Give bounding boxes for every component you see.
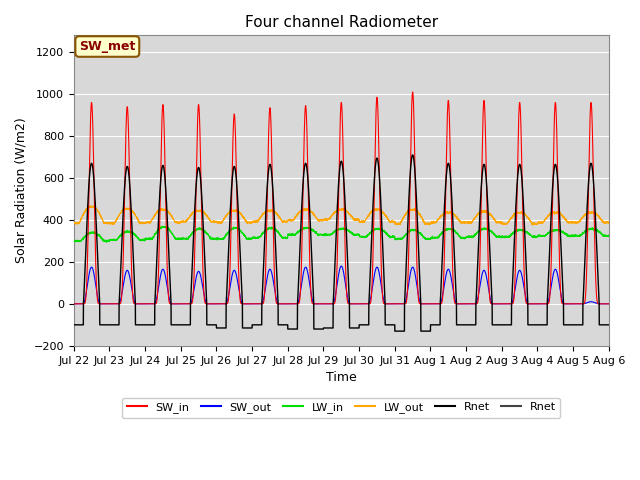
- X-axis label: Time: Time: [326, 371, 356, 384]
- Title: Four channel Radiometer: Four channel Radiometer: [244, 15, 438, 30]
- Legend: SW_in, SW_out, LW_in, LW_out, Rnet, Rnet: SW_in, SW_out, LW_in, LW_out, Rnet, Rnet: [122, 398, 561, 418]
- Y-axis label: Solar Radiation (W/m2): Solar Radiation (W/m2): [15, 118, 28, 264]
- Text: SW_met: SW_met: [79, 40, 136, 53]
